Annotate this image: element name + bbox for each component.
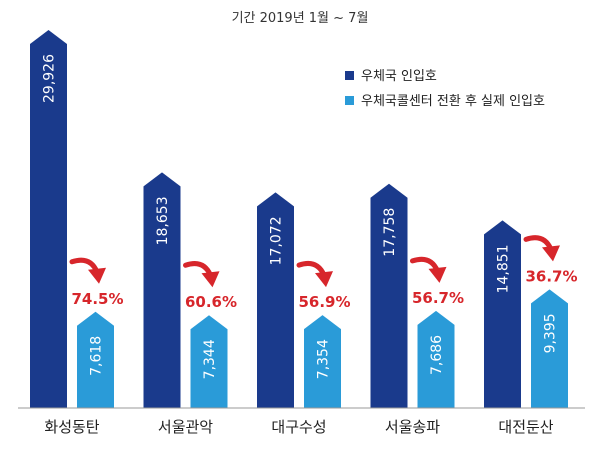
value-label-2-series-2: 7,344 [202,339,218,379]
value-label-4-series-2: 7,686 [429,335,445,375]
bar-1-series-1 [30,30,67,408]
bar-5-series-1 [484,220,521,408]
reduction-arrow-head-3 [315,271,333,288]
value-label-5-series-2: 9,395 [543,313,559,353]
category-label-4: 서울송파 [385,418,440,436]
value-labels: 29,926 7,618 18,653 7,344 17,072 7,354 17,758 7… [42,54,559,379]
bar-2-series-1 [143,172,181,408]
legend-label-2: 우체국콜센터 전환 후 실제 인입호 [361,94,545,109]
reduction-percent-4: 56.7% [412,289,464,307]
value-label-1-series-1: 29,926 [42,54,58,103]
reduction-percent-5: 36.7% [525,267,577,285]
value-label-4-series-1: 17,758 [382,208,398,257]
value-label-1-series-2: 7,618 [89,336,105,376]
category-label-3: 대구수성 [271,418,326,436]
bar-2-series-2 [190,315,228,408]
category-label-1: 화성동탄 [44,418,99,436]
category-label-5: 대전둔산 [498,418,553,436]
legend-swatch-1 [345,71,354,80]
reduction-arrow-head-1 [88,267,106,284]
value-label-3-series-1: 17,072 [269,216,285,265]
reduction-arrow-head-5 [542,245,560,262]
reduction-percent-3: 56.9% [298,293,350,311]
reduction-arrow-head-4 [428,266,447,283]
bars [30,30,568,408]
chart-subtitle: 기간 2019년 1월 ~ 7월 [232,11,369,26]
bar-1-series-2 [77,311,114,408]
value-label-3-series-2: 7,354 [316,339,332,379]
reduction-arrow-head-2 [201,271,220,288]
legend-swatch-2 [345,96,354,105]
reduction-annotations: 74.5% 60.6% 56.9% 56.7% 36.7% [69,235,578,311]
category-label-2: 서울관악 [158,418,213,436]
reduction-percent-1: 74.5% [71,290,123,308]
bar-4-series-1 [370,183,408,408]
reduction-percent-2: 60.6% [185,293,237,311]
value-label-5-series-1: 14,851 [496,244,512,293]
bar-3-series-2 [304,315,341,408]
category-labels: 화성동탄 서울관악 대구수성 서울송파 대전둔산 [44,418,553,436]
bar-4-series-2 [417,310,455,408]
bar-5-series-2 [531,289,568,408]
bar-3-series-1 [257,192,294,408]
legend-label-1: 우체국 인입호 [361,69,437,84]
value-label-2-series-1: 18,653 [155,196,171,245]
